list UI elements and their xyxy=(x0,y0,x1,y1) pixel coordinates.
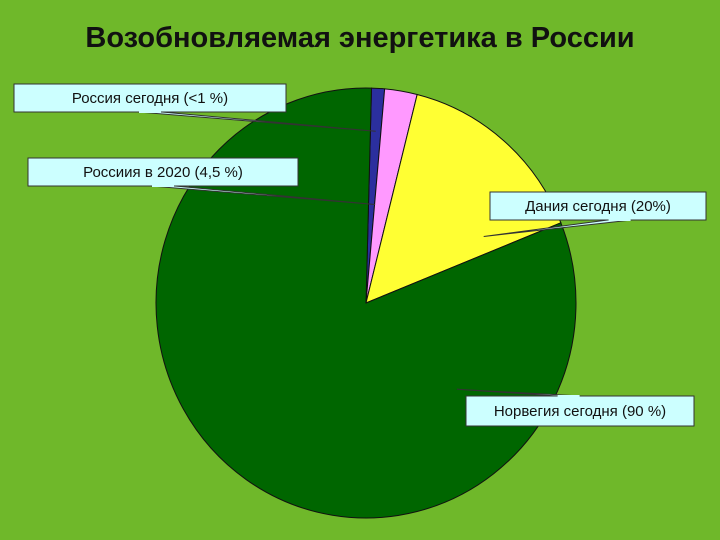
slice-label-1: Россия сегодня (<1 %) xyxy=(72,90,228,107)
slice-label-4: Норвегия сегодня (90 %) xyxy=(494,403,666,420)
pie-slices xyxy=(155,87,577,519)
callout-2: Россиия в 2020 (4,5 %) xyxy=(27,157,376,205)
callout-box xyxy=(489,191,707,221)
callout-4: Норвегия сегодня (90 %) xyxy=(456,388,695,427)
callout-1: Россия сегодня (<1 %) xyxy=(13,83,376,132)
slice-label-2: Россиия в 2020 (4,5 %) xyxy=(83,164,243,181)
slice-label-3: Дания сегодня (20%) xyxy=(525,198,671,215)
callout-3: Дания сегодня (20%) xyxy=(483,191,707,237)
chart-title: Возобновляемая энергетика в России xyxy=(85,22,635,54)
callout-box xyxy=(465,395,695,427)
